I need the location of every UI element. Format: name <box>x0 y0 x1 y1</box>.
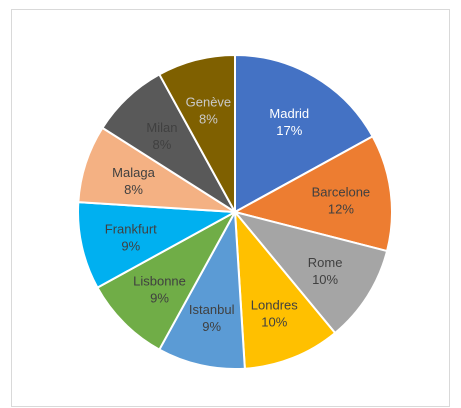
pie-slice-geneve <box>158 54 236 213</box>
data-label-percent-frankfurt: 9% <box>121 238 140 253</box>
pie-slice-istanbul <box>158 211 246 370</box>
data-label-percent-londres: 10% <box>261 314 287 329</box>
data-label-percent-barcelone: 12% <box>328 202 354 217</box>
data-label-name-malaga: Malaga <box>112 165 155 180</box>
data-label-name-madrid: Madrid <box>269 106 309 121</box>
data-label-percent-madrid: 17% <box>276 123 302 138</box>
data-label-name-londres: Londres <box>251 297 298 312</box>
data-label-name-geneve: Genève <box>186 95 232 110</box>
data-label-name-rome: Rome <box>308 255 343 270</box>
pie-slice-lisbonne <box>96 211 236 351</box>
pie-slice-frankfurt <box>77 201 236 289</box>
data-label-name-milan: Milan <box>146 120 177 135</box>
data-label-percent-lisbonne: 9% <box>150 291 169 306</box>
data-label-percent-milan: 8% <box>153 137 172 152</box>
pie-slice-barcelone <box>234 135 394 253</box>
data-label-percent-malaga: 8% <box>124 182 143 197</box>
data-label-name-barcelone: Barcelone <box>312 185 371 200</box>
data-label-percent-istanbul: 9% <box>202 319 221 334</box>
data-label-name-frankfurt: Frankfurt <box>105 221 157 236</box>
data-label-name-lisbonne: Lisbonne <box>133 274 186 289</box>
data-label-percent-rome: 10% <box>312 272 338 287</box>
pie-slice-londres <box>234 211 337 370</box>
data-label-percent-geneve: 8% <box>199 112 218 127</box>
data-label-name-istanbul: Istanbul <box>189 302 235 317</box>
pie-slice-madrid <box>234 54 374 213</box>
pie-slice-rome <box>234 211 389 334</box>
